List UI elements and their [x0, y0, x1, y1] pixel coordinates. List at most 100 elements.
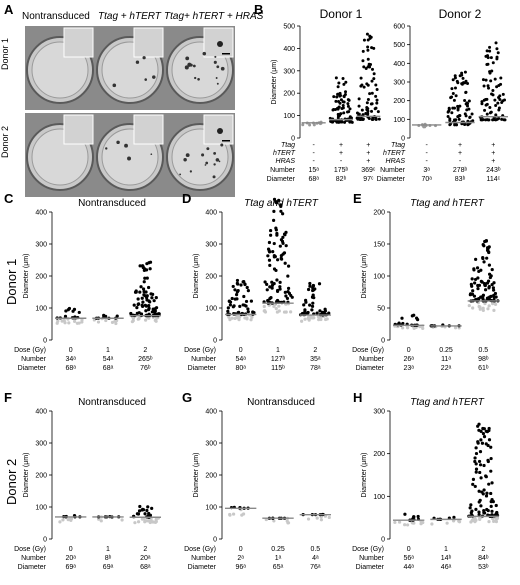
- data-point: [469, 282, 473, 287]
- data-point: [467, 107, 471, 111]
- data-point: [342, 111, 346, 115]
- data-point: [310, 308, 314, 312]
- panel-letter-e: E: [353, 191, 362, 206]
- colony: [184, 65, 189, 70]
- data-point: [491, 500, 495, 504]
- data-point: [332, 107, 336, 111]
- diameter-value: 115ᵇ: [271, 365, 285, 372]
- data-point: [484, 442, 488, 446]
- data-point: [368, 34, 372, 38]
- dish-inset: [133, 114, 164, 145]
- data-point: [327, 311, 331, 315]
- data-point: [283, 290, 287, 294]
- data-point: [482, 434, 487, 439]
- data-point-grey: [325, 317, 329, 321]
- panel-letter-a: A: [4, 2, 14, 17]
- data-point: [77, 310, 81, 315]
- y-tick-label: 50: [377, 306, 385, 313]
- data-point-grey: [143, 520, 147, 524]
- data-point: [365, 82, 369, 86]
- data-point: [370, 91, 374, 95]
- data-point: [499, 76, 503, 80]
- data-point: [480, 441, 485, 445]
- table-row-label: Diameter: [377, 176, 406, 183]
- colony: [179, 173, 182, 176]
- data-point: [366, 112, 370, 116]
- dose-value: 2: [143, 546, 147, 553]
- y-tick-label: 200: [373, 210, 385, 217]
- data-point: [479, 476, 483, 480]
- y-tick-label: 0: [43, 338, 47, 345]
- panel-letter-h: H: [353, 390, 363, 405]
- data-point: [485, 49, 489, 53]
- data-point: [152, 299, 156, 303]
- table-label-diameter: Diameter: [188, 564, 217, 571]
- dose-value: 1: [444, 546, 448, 553]
- diameter-value: 97ᶜ: [363, 176, 374, 183]
- scale-bar: [222, 140, 230, 142]
- colony-large: [217, 128, 223, 134]
- data-point-grey: [277, 304, 281, 308]
- data-point: [447, 106, 451, 110]
- data-point: [228, 300, 233, 304]
- y-tick-label: 400: [283, 46, 295, 53]
- data-point: [377, 117, 381, 121]
- diameter-value: 69ᵃ: [65, 564, 76, 571]
- data-point: [246, 310, 250, 314]
- data-point: [226, 306, 230, 310]
- data-point: [369, 102, 373, 106]
- dish-inset: [63, 114, 94, 145]
- table-label-diameter: Diameter: [356, 365, 385, 372]
- data-point: [348, 107, 352, 111]
- data-point: [456, 81, 460, 85]
- data-point-grey: [478, 516, 482, 520]
- data-point: [135, 311, 139, 315]
- y-tick-label: 400: [205, 210, 217, 217]
- data-point-grey: [133, 521, 137, 525]
- colony: [112, 83, 117, 88]
- table-row-label: Diameter: [267, 176, 296, 183]
- data-point: [147, 303, 151, 308]
- data-point: [487, 250, 491, 254]
- dose-value: 1: [276, 347, 280, 354]
- panel-g-title: Nontransduced: [247, 397, 315, 408]
- dose-value: 2: [481, 546, 485, 553]
- y-tick-label: 100: [35, 505, 47, 512]
- data-point: [228, 303, 233, 307]
- data-point: [310, 304, 315, 308]
- data-point: [115, 314, 119, 318]
- panel-e-title: Ttag and hTERT: [410, 198, 485, 209]
- number-value: 243ᵇ: [486, 167, 501, 174]
- y-axis-label: Diameter (μm): [193, 254, 200, 299]
- data-point-grey: [491, 301, 495, 306]
- data-point: [142, 293, 146, 297]
- data-point: [275, 289, 280, 293]
- panel-b-title: Donor 1: [320, 7, 363, 21]
- data-point: [344, 90, 348, 94]
- colony: [197, 77, 200, 81]
- data-point: [145, 262, 149, 266]
- dose-value: 0.25: [439, 347, 453, 354]
- colony: [216, 82, 219, 85]
- data-point: [150, 296, 154, 300]
- table-row-label: hTERT: [383, 150, 406, 157]
- y-axis-label: Diameter (μm): [361, 254, 368, 299]
- data-point: [482, 427, 486, 431]
- data-point: [482, 98, 486, 102]
- flag-value: +: [491, 150, 495, 157]
- data-point: [235, 281, 239, 285]
- data-point: [150, 310, 154, 314]
- y-tick-label: 0: [381, 338, 385, 345]
- number-value: 15ᵃ: [308, 167, 319, 174]
- data-point: [400, 316, 404, 320]
- data-point: [136, 297, 140, 301]
- panel-letter-f: F: [4, 390, 12, 405]
- colony: [185, 56, 190, 61]
- data-point-grey: [56, 319, 60, 323]
- data-point-grey: [97, 517, 101, 521]
- number-value: 4ᵃ: [312, 555, 319, 562]
- diameter-value: 83ᵇ: [455, 176, 466, 183]
- table-label-number: Number: [191, 555, 217, 562]
- data-point: [342, 82, 346, 86]
- colony: [152, 75, 156, 79]
